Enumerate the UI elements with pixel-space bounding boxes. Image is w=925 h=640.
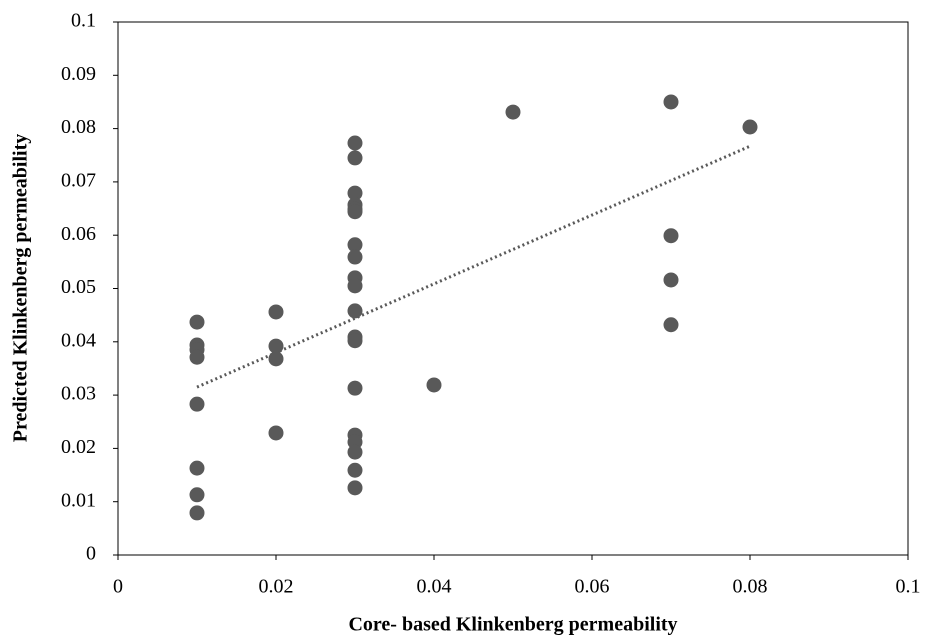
point xyxy=(347,185,363,201)
point xyxy=(347,278,363,294)
plot-frame xyxy=(117,21,909,556)
x-tick-label: 0.04 xyxy=(417,576,452,598)
point xyxy=(663,228,679,244)
y-tick-label: 0.07 xyxy=(61,169,96,191)
y-tick-label: 0.09 xyxy=(61,63,96,85)
point xyxy=(505,104,521,120)
y-tick-label: 0 xyxy=(86,543,96,565)
point xyxy=(663,317,679,333)
y-tick-label: 0.1 xyxy=(71,10,96,32)
x-tick-label: 0.1 xyxy=(896,576,921,598)
point xyxy=(663,272,679,288)
point xyxy=(347,249,363,265)
point xyxy=(189,505,205,521)
y-tick-label: 0.05 xyxy=(61,276,96,298)
point xyxy=(347,237,363,253)
point xyxy=(347,333,363,349)
x-tick-label: 0.06 xyxy=(575,576,610,598)
point xyxy=(189,349,205,365)
point xyxy=(347,204,363,220)
point xyxy=(347,480,363,496)
point xyxy=(663,94,679,110)
point xyxy=(189,396,205,412)
y-tick-label: 0.03 xyxy=(61,383,96,405)
point xyxy=(347,462,363,478)
point xyxy=(347,150,363,166)
point xyxy=(426,377,442,393)
point xyxy=(347,303,363,319)
y-tick-label: 0.02 xyxy=(61,436,96,458)
y-tick-label: 0.04 xyxy=(61,329,96,351)
point xyxy=(268,425,284,441)
point xyxy=(347,380,363,396)
point xyxy=(347,135,363,151)
x-tick-label: 0 xyxy=(113,576,123,598)
y-tick-label: 0.08 xyxy=(61,116,96,138)
y-tick-label: 0.06 xyxy=(61,223,96,245)
trendline xyxy=(196,144,751,389)
point xyxy=(268,304,284,320)
point xyxy=(189,460,205,476)
x-tick-label: 0.02 xyxy=(259,576,294,598)
point xyxy=(347,444,363,460)
x-axis-title: Core- based Klinkenberg permeability xyxy=(348,614,677,636)
point xyxy=(268,351,284,367)
y-axis-title: Predicted Klinkenberg permeability xyxy=(10,134,32,443)
point xyxy=(189,314,205,330)
point xyxy=(268,338,284,354)
x-tick-label: 0.08 xyxy=(733,576,768,598)
point xyxy=(189,487,205,503)
point xyxy=(742,119,758,135)
y-tick-label: 0.01 xyxy=(61,489,96,511)
